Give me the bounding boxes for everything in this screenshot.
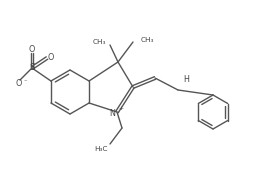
Text: O: O [48,53,54,62]
Text: ⁻: ⁻ [23,79,27,85]
Text: O: O [29,45,35,54]
Text: O: O [16,80,22,89]
Text: H: H [183,75,189,84]
Text: S: S [29,64,35,72]
Text: H₃C: H₃C [95,146,108,152]
Text: N: N [109,108,115,117]
Text: +: + [118,106,124,110]
Text: CH₃: CH₃ [141,37,154,43]
Text: CH₃: CH₃ [92,39,106,45]
